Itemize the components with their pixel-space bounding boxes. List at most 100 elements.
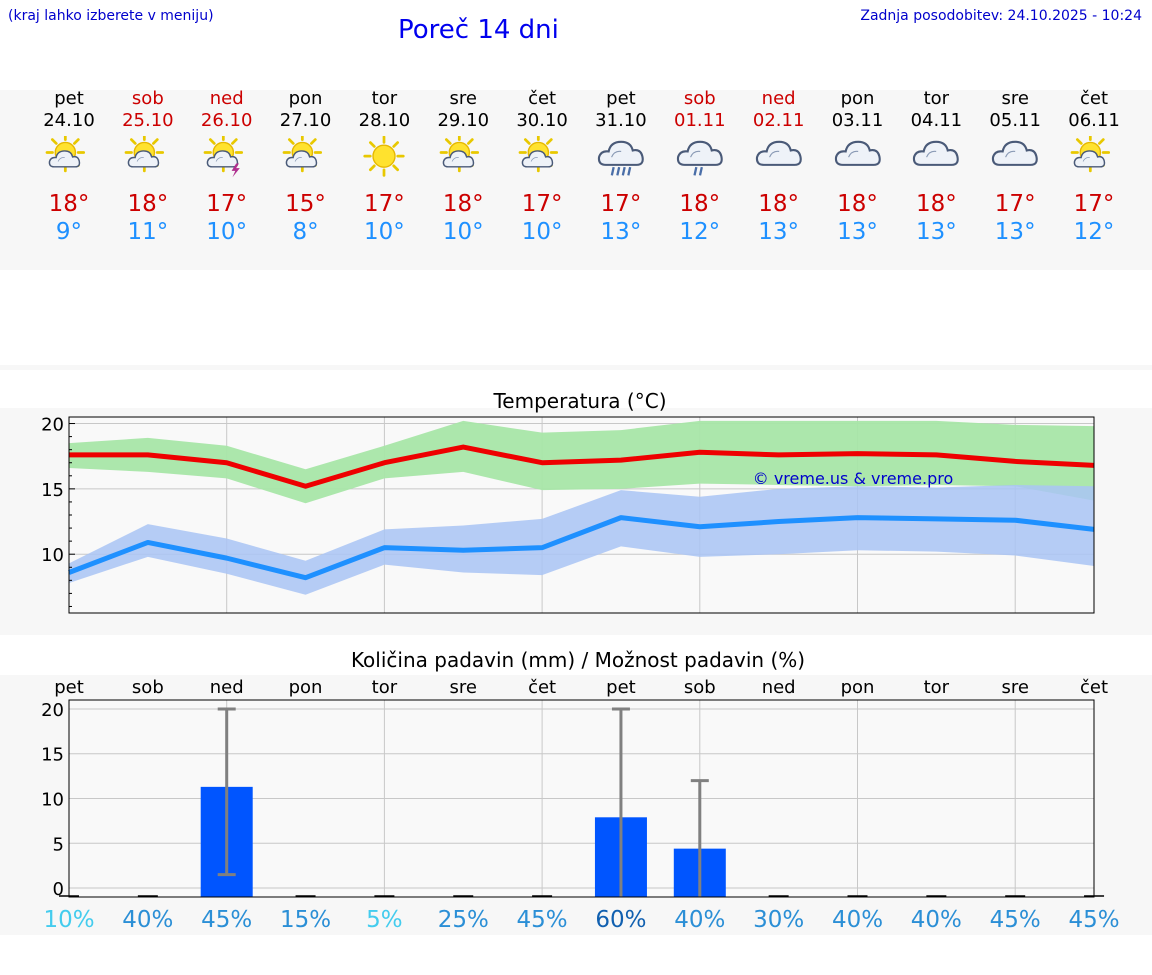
precipitation-probability: 40% [911, 907, 962, 933]
min-temperature: 12° [1073, 219, 1115, 245]
max-temperature: 17° [521, 191, 563, 217]
temperature-chart: Temperatura (°C) © vreme.us & vreme.pro … [41, 389, 1095, 614]
min-temperature: 13° [994, 219, 1036, 245]
x-day-label: sre [1001, 677, 1028, 698]
precipitation-probability: 45% [1068, 907, 1119, 933]
temperature-chart-title: Temperatura (°C) [492, 389, 666, 413]
precipitation-chart: Količina padavin (mm) / Možnost padavin … [41, 648, 1120, 933]
x-day-label: pet [606, 677, 636, 698]
max-temperature-line [69, 444, 1095, 489]
min-temperature: 13° [758, 219, 800, 245]
min-temperature: 10° [442, 219, 484, 245]
cloud-icon [992, 140, 1038, 166]
sun-cloud-icon [45, 136, 86, 173]
day-name: čet [528, 88, 557, 109]
day-column: sob 25.10 18° 11° [108, 88, 188, 246]
day-name: pon [840, 88, 875, 109]
day-column: čet 06.11 17° 12° [1054, 88, 1134, 246]
y-tick-label: 15 [41, 745, 64, 766]
sun-icon [363, 136, 406, 177]
x-day-label: čet [528, 677, 556, 698]
day-name: sre [1001, 88, 1029, 109]
y-tick-label: 10 [41, 545, 64, 566]
precipitation-probability: 30% [753, 907, 804, 933]
page-title: Poreč 14 dni [398, 15, 559, 45]
precipitation-frame [68, 699, 1095, 898]
watermark: © vreme.us & vreme.pro [753, 469, 954, 488]
day-date: 28.10 [358, 110, 411, 131]
temperature-frame [68, 416, 1095, 614]
max-temperature: 18° [837, 191, 878, 217]
day-name: tor [371, 88, 398, 109]
x-day-label: pon [289, 677, 323, 698]
max-temperature: 18° [442, 191, 484, 217]
day-column: ned 26.10 17° 10° [187, 88, 267, 246]
y-tick-label: 0 [53, 879, 64, 900]
sun-cloud-icon [439, 136, 480, 173]
location-hint[interactable]: (kraj lahko izberete v meniju) [8, 8, 214, 24]
day-name: pet [54, 88, 84, 109]
min-temperature-line [68, 515, 1095, 581]
max-temperature: 18° [48, 191, 90, 217]
day-column: pon 03.11 18° 13° [818, 88, 898, 246]
precipitation-probability: 40% [832, 907, 883, 933]
min-temperature: 11° [127, 219, 169, 245]
day-date: 02.11 [752, 110, 805, 131]
day-column: tor 28.10 17° 10° [344, 88, 424, 246]
cloud-icon [755, 140, 802, 166]
precipitation-probability: 45% [517, 907, 568, 933]
day-column: sre 29.10 18° 10° [423, 88, 503, 246]
daily-forecast: pet 24.10 18° 9° sob 25.10 18° 11° ned 26.10 17… [0, 88, 1152, 268]
min-temperature: 10° [521, 219, 563, 245]
precipitation-probability: 15% [280, 907, 331, 933]
max-temperature: 17° [364, 191, 405, 217]
day-date: 05.11 [989, 110, 1041, 131]
sun-cloud-thunder-icon [203, 136, 243, 178]
day-date: 24.10 [43, 110, 95, 131]
max-temperature: 17° [994, 191, 1036, 217]
min-temperature: 13° [837, 219, 878, 245]
precipitation-probability: 45% [990, 907, 1041, 933]
day-date: 06.11 [1068, 110, 1120, 131]
day-date: 03.11 [831, 110, 884, 131]
temperature-lines [68, 444, 1095, 581]
sun-cloud-icon [124, 136, 164, 173]
precipitation-probability: 60% [595, 907, 646, 933]
x-day-label: sre [450, 677, 477, 698]
day-name: ned [761, 88, 796, 109]
precipitation-probability: 45% [201, 907, 252, 933]
sun-cloud-icon [282, 136, 322, 173]
day-name: čet [1080, 88, 1109, 109]
min-temperature: 12° [679, 219, 721, 245]
x-day-label: ned [210, 677, 244, 698]
day-date: 31.10 [595, 110, 647, 131]
x-day-label: pon [841, 677, 875, 698]
day-name: pet [606, 88, 636, 109]
sun-cloud-icon [1070, 136, 1111, 173]
precipitation-y-axis: 0 5 10 15 20 [41, 700, 64, 900]
cloud-icon [913, 140, 960, 166]
day-date: 27.10 [279, 110, 332, 131]
precipitation-day-labels: pet sob ned pon tor sre čet pet sob ned pon tor sre č… [54, 677, 1108, 698]
y-tick-label: 20 [41, 415, 64, 436]
max-temperature: 18° [679, 191, 721, 217]
max-temperature: 15° [285, 191, 326, 217]
precipitation-probability: 5% [366, 907, 403, 933]
precipitation-probability: 40% [674, 907, 725, 933]
day-column: pet 31.10 17° 13° [581, 88, 661, 246]
precipitation-bars [59, 707, 1105, 897]
day-name: sob [131, 88, 164, 109]
day-date: 25.10 [122, 110, 174, 131]
min-temperature: 9° [55, 219, 83, 245]
last-updated: Zadnja posodobitev: 24.10.2025 - 10:24 [860, 8, 1142, 24]
max-temperature: 17° [206, 191, 248, 217]
day-date: 29.10 [437, 110, 490, 131]
y-tick-label: 15 [41, 480, 64, 501]
x-day-label: pet [54, 677, 84, 698]
cloud-icon [834, 140, 881, 166]
precipitation-probability: 40% [122, 907, 173, 933]
min-range-band [69, 484, 1095, 595]
day-date: 26.10 [200, 110, 253, 131]
x-day-label: sob [132, 677, 164, 698]
day-column: tor 04.11 18° 13° [896, 88, 976, 246]
